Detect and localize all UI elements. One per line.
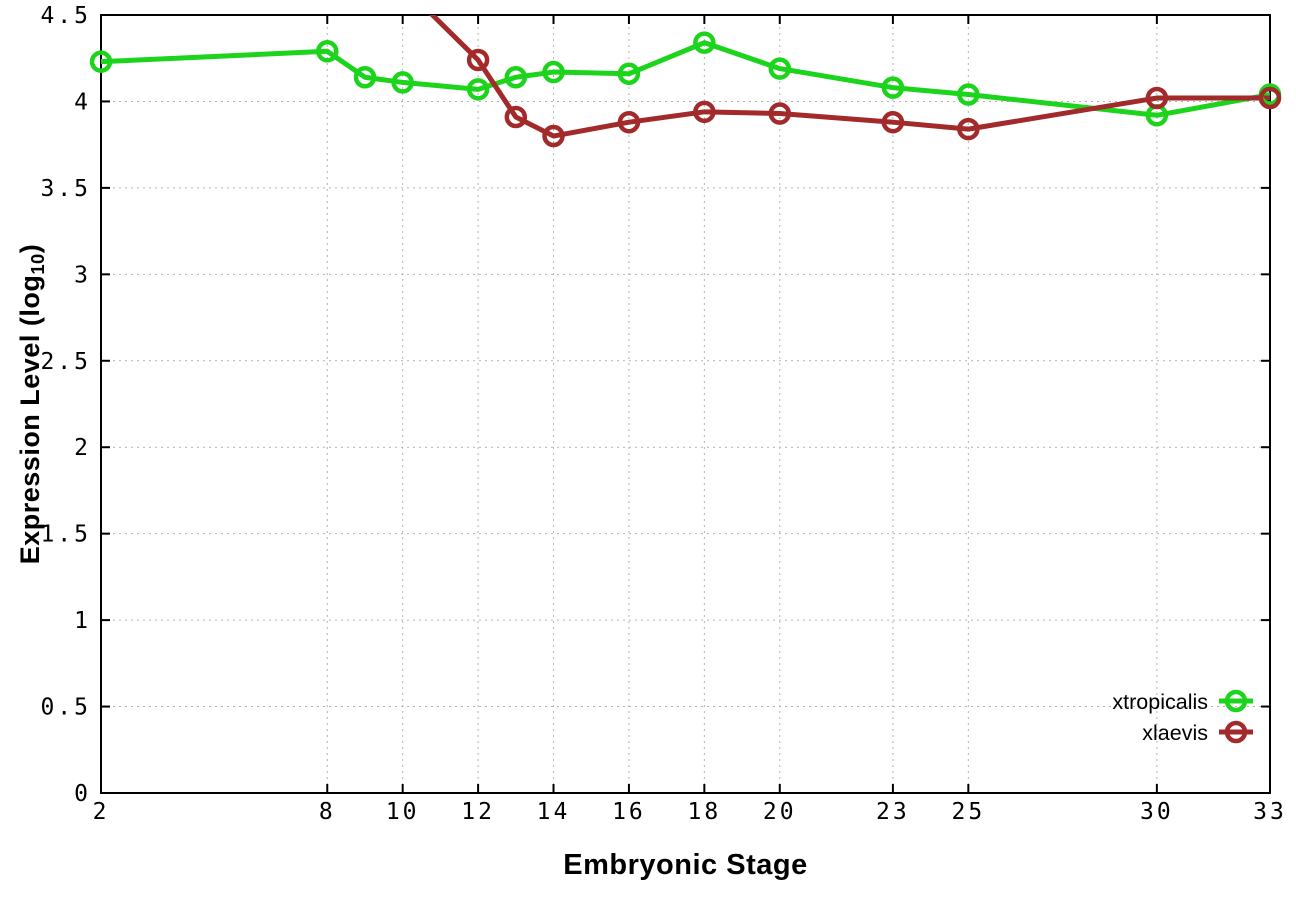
x-tick-label: 25 [951, 799, 985, 825]
data-point-xlaevis [466, 48, 490, 72]
y-tick-label: 3.5 [40, 176, 91, 202]
data-point-xtropicalis [353, 65, 377, 89]
series-line-xlaevis [428, 15, 1270, 139]
data-point-xtropicalis [391, 71, 414, 94]
data-point-xtropicalis [542, 60, 565, 84]
data-point-xtropicalis [316, 40, 339, 63]
y-tick-label: 3 [74, 262, 91, 288]
data-point-xlaevis [881, 110, 905, 134]
data-point-xlaevis [1145, 86, 1169, 110]
data-point-xlaevis [617, 110, 641, 134]
data-point-xlaevis [542, 124, 565, 148]
x-tick-label: 16 [612, 799, 646, 825]
x-tick-label: 10 [386, 799, 420, 825]
x-tick-label: 18 [688, 799, 722, 825]
data-point-xtropicalis [466, 78, 490, 101]
x-tick-label: 2 [93, 799, 110, 825]
legend: xtropicalis xlaevis [1112, 689, 1253, 745]
data-point-xlaevis [693, 100, 716, 124]
series-line-xtropicalis [101, 40, 1270, 118]
y-tick-label: 2.5 [40, 349, 91, 375]
series-markers-xlaevis [466, 48, 1282, 148]
x-tick-label: 33 [1253, 799, 1287, 825]
legend-sample-marker-xtropicalis [1224, 689, 1248, 713]
x-tick-label: 14 [537, 799, 571, 825]
y-axis-title-subscript: 10 [27, 253, 49, 275]
x-axis-title: Embryonic Stage [563, 849, 808, 881]
data-point-xtropicalis [957, 83, 980, 106]
data-point-xtropicalis [504, 65, 528, 89]
y-tick-label: 0.5 [40, 695, 91, 721]
y-tick-label: 4 [74, 89, 91, 115]
plot-border [100, 14, 1271, 794]
y-tick-label: 2 [74, 435, 91, 461]
x-tick-label: 12 [461, 799, 495, 825]
series-lines [101, 15, 1270, 139]
x-tick-label: 8 [319, 799, 336, 825]
data-point-xtropicalis [693, 31, 716, 54]
data-point-xtropicalis [89, 50, 113, 73]
data-point-xtropicalis [881, 76, 905, 99]
y-axis-title-text: Expression Level (log [14, 274, 45, 565]
data-point-xtropicalis [617, 62, 641, 86]
y-axis-title: Expression Level (log10) [15, 244, 49, 565]
x-tick-label: 23 [876, 799, 910, 825]
y-tick-label: 0 [74, 781, 91, 807]
x-tick-label: 30 [1140, 799, 1174, 825]
data-point-xtropicalis [768, 57, 792, 80]
y-axis-title-close: ) [14, 243, 45, 254]
legend-label-xtropicalis: xtropicalis [1112, 690, 1208, 714]
data-point-xlaevis [957, 117, 980, 141]
x-tick-label: 20 [763, 799, 797, 825]
y-tick-label: 4.5 [40, 3, 91, 29]
data-point-xlaevis [504, 105, 528, 129]
legend-label-xlaevis: xlaevis [1142, 721, 1208, 745]
data-point-xlaevis [768, 102, 792, 125]
series-markers-xtropicalis [89, 31, 1282, 127]
legend-sample-marker-xlaevis [1224, 720, 1248, 744]
data-point-xlaevis [1258, 86, 1282, 110]
y-tick-label: 1 [74, 608, 91, 634]
y-tick-label: 1.5 [40, 522, 91, 548]
